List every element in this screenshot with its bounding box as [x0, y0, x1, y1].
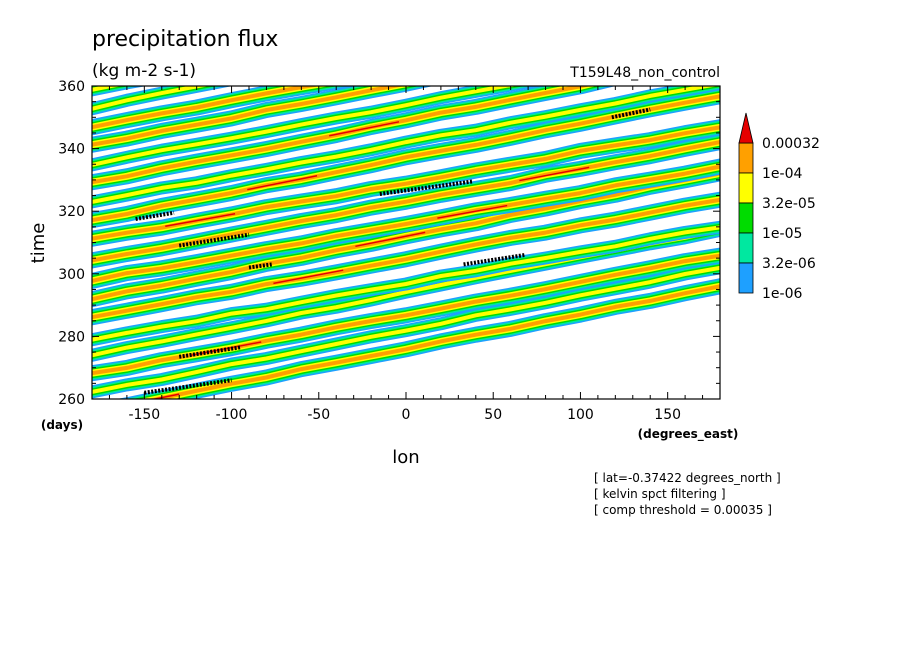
- field-band-1-level-3: [92, 265, 720, 394]
- x-tick-label: 0: [402, 407, 411, 423]
- y-axis-label: time: [28, 223, 49, 264]
- y-tick-label: 360: [58, 79, 85, 95]
- composite-track-3: [178, 232, 250, 248]
- colorbar-label: 0.00032: [762, 136, 820, 152]
- field-band-8-level-4: [92, 140, 720, 263]
- colorbar-box-1: [738, 172, 754, 204]
- x-tick-label: -150: [128, 407, 160, 423]
- field-core-3: [355, 231, 426, 248]
- field-band-2-level-4: [92, 253, 720, 376]
- field-band-12-level-4: [92, 86, 591, 185]
- field-core-8: [329, 121, 400, 137]
- field-band-4-level-3: [92, 225, 720, 342]
- field-core-9: [411, 68, 481, 82]
- field-core-7: [247, 174, 318, 191]
- field-band-5-level-4: [92, 197, 720, 320]
- composite-tracks: [135, 107, 651, 395]
- y-tick-label: 320: [58, 204, 85, 220]
- field-band-14-level-4: [92, 86, 405, 147]
- x-tick-label: 100: [567, 407, 594, 423]
- field-core-0: [150, 393, 180, 399]
- note-latitude: [ lat=-0.37422 degrees_north ]: [594, 471, 781, 485]
- field-band-7-level-4: [92, 164, 720, 283]
- x-tick-label: 150: [654, 407, 681, 423]
- x-tick-label: -100: [216, 407, 248, 423]
- chart-title: precipitation flux: [92, 27, 278, 52]
- colorbar-box-2: [738, 202, 754, 234]
- colorbar-overflow-triangle: [738, 112, 754, 144]
- colorbar-label: 1e-05: [762, 226, 802, 242]
- composite-track-4: [135, 210, 175, 221]
- field-core-2: [273, 269, 344, 285]
- field-core-1: [191, 341, 262, 356]
- field-core-6: [165, 212, 236, 227]
- colorbar-label: 1e-04: [762, 166, 802, 182]
- field-band-10-level-4: [92, 94, 720, 223]
- x-axis-units: (degrees_east): [638, 427, 739, 442]
- field-band-15-level-4: [92, 86, 321, 130]
- y-axis: 260 280 300 320 340 360: [58, 79, 720, 408]
- composite-track-7: [611, 107, 651, 120]
- field-band-11-level-3: [92, 86, 719, 204]
- field-core-4: [437, 204, 508, 219]
- y-tick-label: 260: [58, 392, 85, 408]
- note-filtering: [ kelvin spct filtering ]: [594, 487, 726, 501]
- chart-units: (kg m-2 s-1): [92, 61, 196, 81]
- y-axis-units: (days): [41, 418, 83, 432]
- field-band-13-level-3: [92, 86, 517, 167]
- colorbar-label: 3.2e-05: [762, 196, 816, 212]
- x-tick-label: -50: [307, 407, 330, 423]
- y-tick-label: 340: [58, 142, 85, 158]
- run-label: T159L48_non_control: [569, 65, 720, 81]
- colorbar-label: 1e-06: [762, 286, 802, 302]
- field-core-5: [519, 166, 590, 182]
- x-tick-label: 50: [484, 407, 502, 423]
- colorbar-box-3: [738, 232, 754, 264]
- precipitation-field: [92, 38, 720, 399]
- y-tick-label: 300: [58, 267, 85, 283]
- colorbar-label: 3.2e-06: [762, 256, 816, 272]
- field-band-16-level-3: [92, 86, 210, 111]
- composite-track-5: [379, 179, 473, 196]
- x-axis-label: lon: [392, 447, 419, 468]
- field-core-10: [493, 38, 563, 51]
- composite-track-0: [144, 378, 232, 395]
- x-axis: -150 -100 -50 0 50 100 150: [91, 86, 721, 423]
- composite-track-2: [248, 262, 272, 270]
- colorbar-legend: 0.00032 1e-04 3.2e-05 1e-05 3.2e-06 1e-06: [738, 112, 820, 302]
- colorbar-box-0: [738, 142, 754, 174]
- colorbar-box-4: [738, 262, 754, 294]
- note-threshold: [ comp threshold = 0.00035 ]: [594, 503, 772, 517]
- y-tick-label: 280: [58, 329, 85, 345]
